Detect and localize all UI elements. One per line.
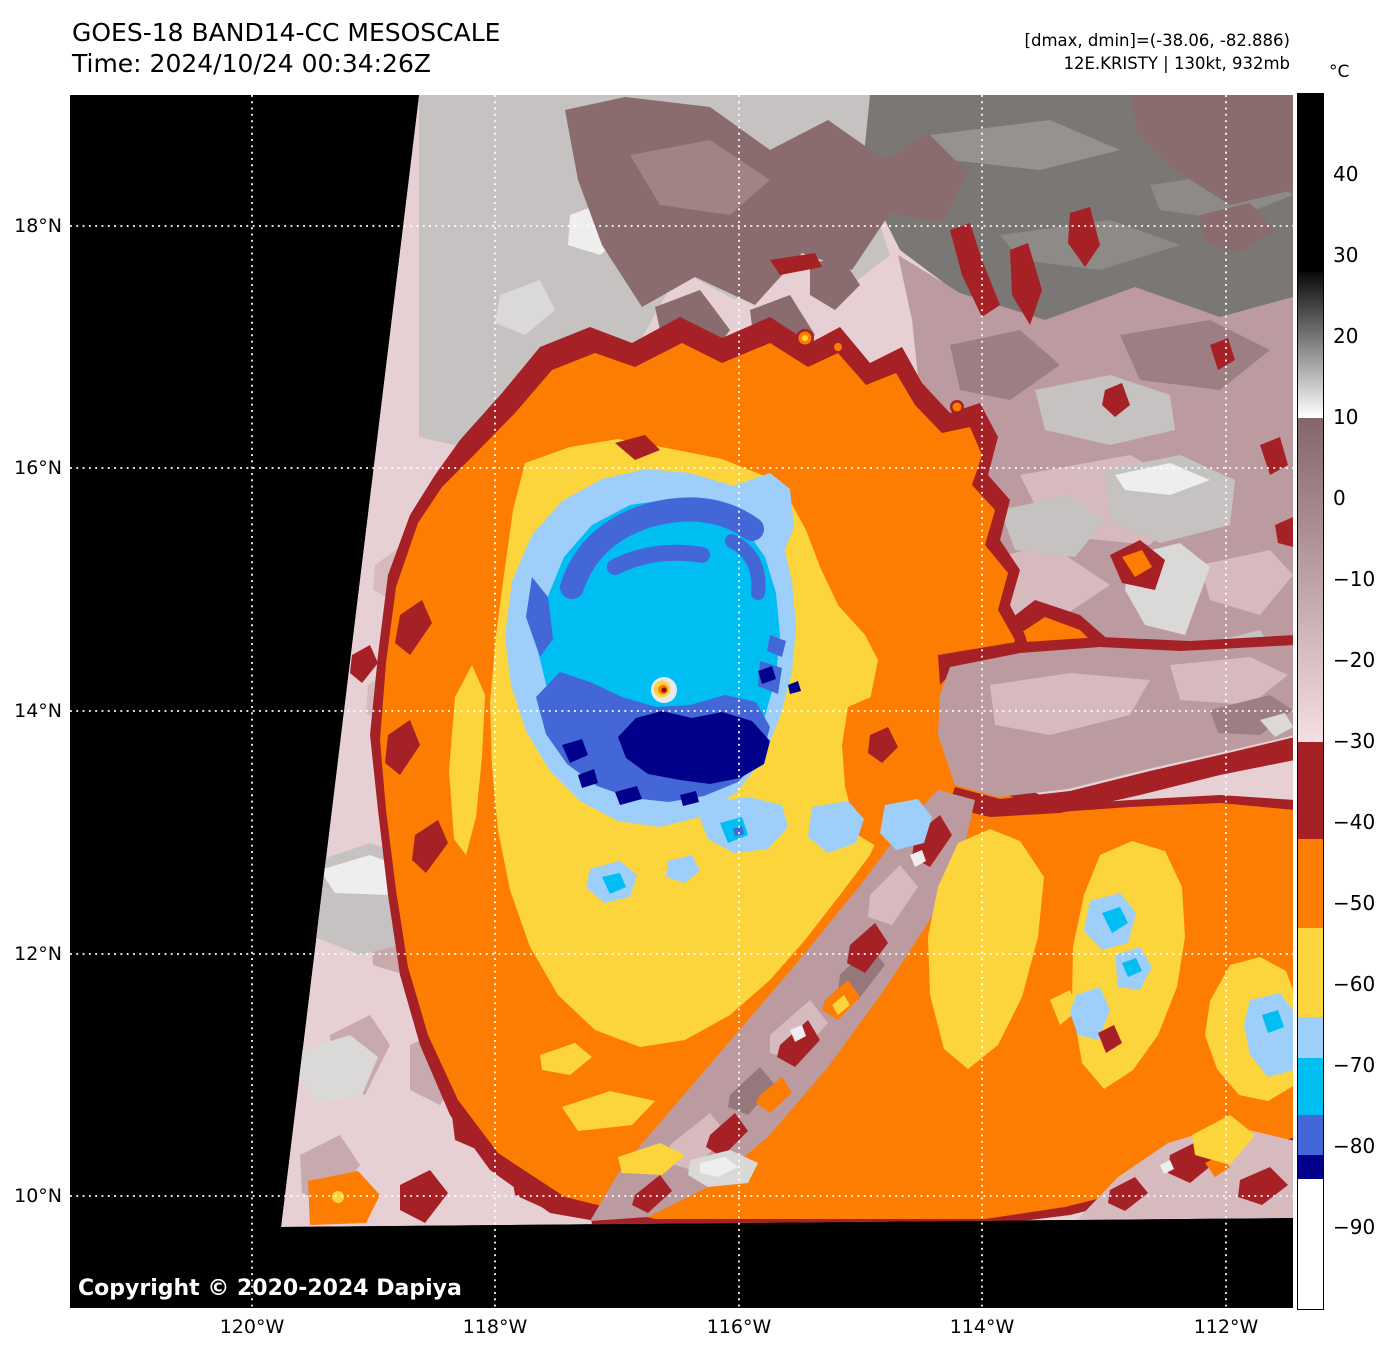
- colorbar-segment: [1298, 1155, 1323, 1180]
- graticule-gridlines: [70, 95, 1293, 1308]
- colorbar-tick-label: −10: [1333, 567, 1376, 591]
- colorbar-segment: [1298, 1114, 1323, 1156]
- lon-tick-label: 112°W: [1193, 1316, 1259, 1338]
- colorbar-tick-label: 10: [1333, 405, 1359, 429]
- satellite-map-plot: Copyright © 2020-2024 Dapiya: [70, 95, 1293, 1308]
- colorbar-tick-label: −60: [1333, 972, 1376, 996]
- colorbar-tick-label: 20: [1333, 324, 1359, 348]
- eye-warm-spot: [661, 687, 667, 693]
- temperature-colorbar: [1297, 93, 1324, 1310]
- colorbar-segment: [1298, 272, 1323, 418]
- lon-tick-label: 116°W: [706, 1316, 772, 1338]
- colorbar-segment: [1298, 1179, 1323, 1309]
- lat-tick-label: 16°N: [14, 457, 62, 479]
- colorbar-segment: [1298, 418, 1323, 742]
- lon-tick-label: 120°W: [219, 1316, 285, 1338]
- satellite-image: [70, 95, 1293, 1308]
- colorbar-tick-label: 30: [1333, 243, 1359, 267]
- colorbar-segment: [1298, 928, 1323, 1018]
- coldest-tops-navy: [618, 711, 770, 784]
- colorbar-tick-label: −20: [1333, 648, 1376, 672]
- dmax-dmin-readout: [dmax, dmin]=(-38.06, -82.886): [1024, 31, 1290, 50]
- colorbar-segment: [1298, 839, 1323, 929]
- timestamp: Time: 2024/10/24 00:34:26Z: [72, 49, 431, 78]
- colorbar-tick-label: 40: [1333, 162, 1359, 186]
- colorbar-tick-label: −70: [1333, 1053, 1376, 1077]
- colorbar-tick-label: −90: [1333, 1215, 1376, 1239]
- yellow-west-arm: [449, 665, 485, 855]
- mesoscale-swath: [281, 95, 1293, 1227]
- colorbar-tick-label: −30: [1333, 729, 1376, 753]
- lat-tick-label: 10°N: [14, 1185, 62, 1207]
- yellow-lobe-1: [928, 829, 1044, 1069]
- colorbar-segment: [1298, 742, 1323, 840]
- colorbar-tick-label: −80: [1333, 1134, 1376, 1158]
- colorbar-tick-label: 0: [1333, 486, 1346, 510]
- colorbar-tick-label: −40: [1333, 810, 1376, 834]
- colorbar-tick-label: −50: [1333, 891, 1376, 915]
- royal-swirl-arc: [560, 497, 764, 599]
- colorbar-segment: [1298, 94, 1323, 273]
- lat-tick-label: 14°N: [14, 700, 62, 722]
- colorbar-segment: [1298, 1057, 1323, 1115]
- copyright-watermark: Copyright © 2020-2024 Dapiya: [78, 1276, 462, 1301]
- lon-tick-label: 114°W: [949, 1316, 1015, 1338]
- colorbar-tick-labels: 40 30 20 10 0 −10 −20 −30 −40 −50 −60 −70 −80 −90: [1333, 93, 1390, 1308]
- colorbar-segment: [1298, 1017, 1323, 1058]
- lon-tick-label: 118°W: [462, 1316, 528, 1338]
- colorbar-unit-label: °C: [1329, 62, 1350, 82]
- lat-tick-label: 18°N: [14, 215, 62, 237]
- storm-intensity-readout: 12E.KRISTY | 130kt, 932mb: [1063, 54, 1290, 73]
- page-title: GOES-18 BAND14-CC MESOSCALE: [72, 18, 501, 47]
- hurricane-eye: [651, 677, 677, 703]
- lat-tick-label: 12°N: [14, 943, 62, 965]
